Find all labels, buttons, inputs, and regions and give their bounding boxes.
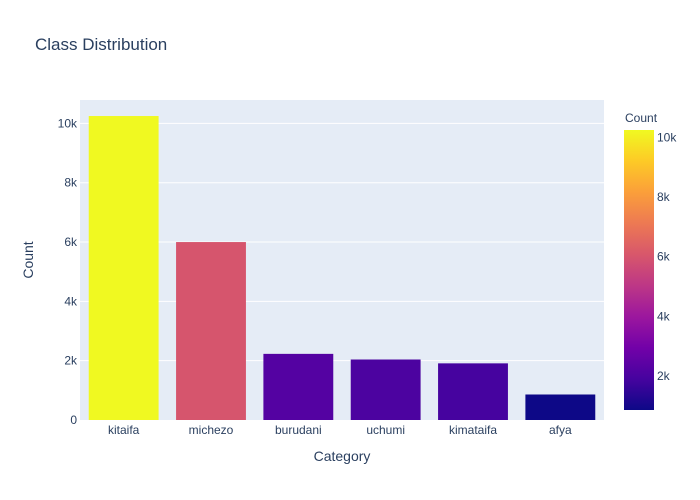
- colorbar-title: Count: [625, 111, 658, 125]
- colorbar-tick-label: 4k: [657, 309, 671, 323]
- bar-burudani[interactable]: [263, 353, 334, 420]
- colorbar-tick-label: 2k: [657, 369, 671, 383]
- plot-area: [80, 100, 604, 420]
- colorbar-tick-label: 6k: [657, 250, 671, 264]
- y-tick-label: 2k: [64, 354, 78, 368]
- colorbar: [624, 130, 654, 410]
- bar-kimataifa[interactable]: [438, 363, 508, 420]
- grid-lines: [80, 122, 604, 362]
- x-tick-label: kimataifa: [449, 423, 497, 437]
- x-tick-label: michezo: [189, 423, 234, 437]
- y-tick-label: 4k: [64, 294, 78, 308]
- bars: [88, 116, 596, 420]
- colorbar-tick-label: 8k: [657, 190, 671, 204]
- bar-afya[interactable]: [525, 394, 596, 420]
- y-tick-label: 8k: [64, 176, 78, 190]
- x-tick-label: afya: [549, 423, 572, 437]
- chart-title: Class Distribution: [35, 35, 167, 54]
- y-axis-title: Count: [20, 241, 36, 278]
- colorbar-tick-label: 10k: [657, 130, 677, 144]
- x-tick-label: kitaifa: [108, 423, 140, 437]
- y-tick-label: 10k: [58, 116, 78, 130]
- y-axis-ticks: 0 2k 4k 6k 8k 10k: [58, 116, 78, 427]
- y-tick-label: 0: [70, 413, 77, 427]
- bar-kitaifa[interactable]: [88, 116, 159, 420]
- y-tick-label: 6k: [64, 235, 78, 249]
- x-tick-label: burudani: [275, 423, 322, 437]
- bar-michezo[interactable]: [176, 242, 246, 420]
- x-axis-ticks: kitaifa michezo burudani uchumi kimataifa afy…: [108, 423, 572, 437]
- colorbar-ticks: 2k 4k 6k 8k 10k: [657, 130, 677, 383]
- x-tick-label: uchumi: [366, 423, 405, 437]
- x-axis-title: Category: [314, 448, 371, 464]
- bar-uchumi[interactable]: [350, 359, 421, 420]
